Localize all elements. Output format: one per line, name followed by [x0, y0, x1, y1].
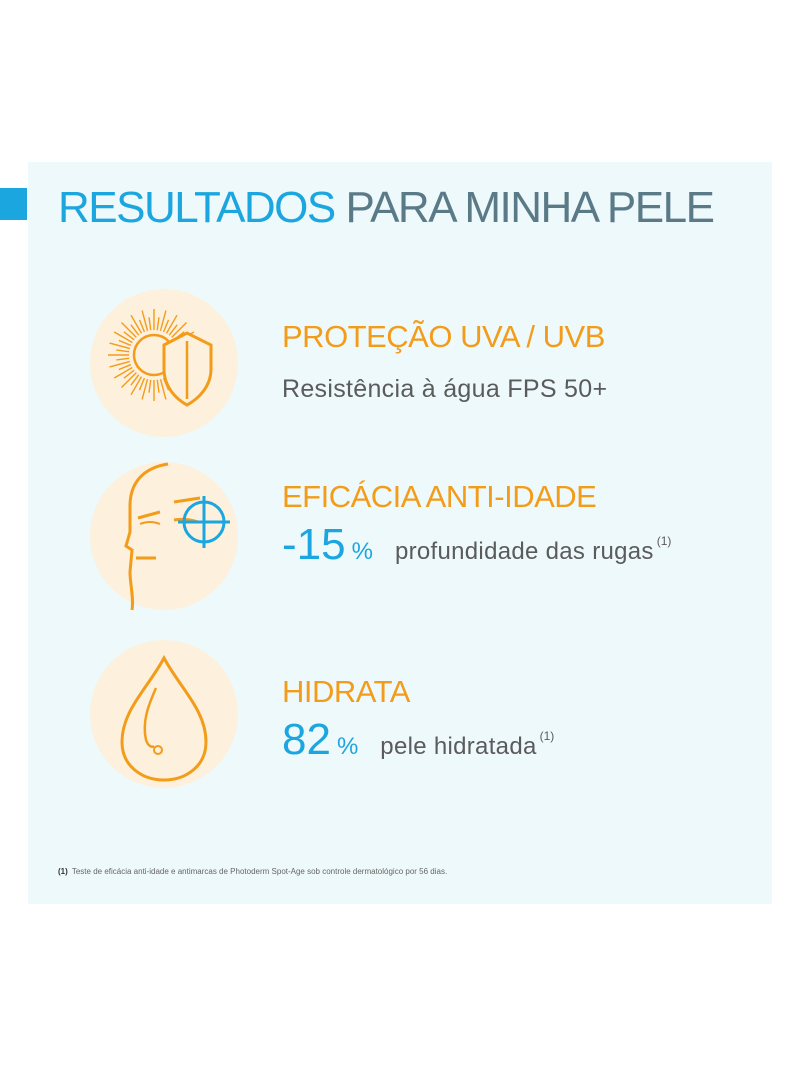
footnote-marker: (1) [58, 867, 68, 876]
sun-ray [118, 339, 132, 347]
stat-percent: % [336, 733, 359, 760]
sun-ray [168, 324, 178, 336]
stat-description: pele hidratada [380, 733, 537, 760]
sun-ray [116, 349, 130, 353]
sun-ray [148, 379, 152, 393]
sun-ray [130, 324, 140, 336]
sun-ray [130, 314, 143, 334]
sun-ray [138, 319, 146, 333]
face-target-icon [124, 462, 230, 611]
footnote-text: Teste de eficácia anti-idade e antimarca… [71, 867, 448, 876]
benefit-heading: EFICÁCIA ANTI-IDADE [282, 479, 597, 514]
stat-value: 82 [282, 715, 331, 764]
sun-ray [130, 374, 140, 386]
benefit-stat: 82% pele hidratada (1) [282, 718, 554, 762]
sun-ray [148, 317, 152, 331]
water-drop-icon [120, 654, 208, 782]
stat-description: profundidade das rugas [394, 538, 654, 565]
sun-ray [120, 372, 137, 389]
sun-ray [130, 376, 143, 396]
sun-ray [159, 378, 167, 400]
stat-note: (1) [656, 534, 672, 548]
sun-ray [165, 314, 178, 334]
benefit-icon-circle [90, 640, 238, 788]
stat-note: (1) [539, 729, 555, 743]
stat-percent: % [351, 538, 373, 565]
page-title: RESULTADOS PARA MINHA PELE [58, 183, 715, 232]
sun-ray [156, 379, 160, 393]
sun-ray [109, 360, 131, 368]
sun-ray [113, 366, 133, 379]
sun-ray [120, 321, 137, 338]
sun-ray [141, 378, 149, 400]
benefit-icon-circle [90, 289, 238, 437]
benefit-icon-circle [90, 462, 238, 611]
footnote: (1) Teste de eficácia anti-idade e antim… [58, 867, 447, 876]
sun-ray [138, 377, 146, 391]
sun-ray [118, 363, 132, 371]
benefit-heading: HIDRATA [282, 674, 410, 709]
sun-ray [123, 369, 135, 379]
accent-bar [0, 188, 27, 220]
benefit-heading: PROTEÇÃO UVA / UVB [282, 319, 605, 354]
benefit-stat: -15% profundidade das rugas (1) [282, 523, 671, 567]
sun-ray [162, 319, 170, 333]
sun-ray [109, 342, 131, 350]
sun-ray [123, 331, 135, 341]
sun-ray [116, 357, 130, 361]
title-rest: PARA MINHA PELE [345, 183, 715, 232]
benefit-subtitle: Resistência à água FPS 50+ [282, 375, 608, 403]
title-highlight: RESULTADOS [58, 183, 336, 232]
sun-ray [113, 331, 133, 344]
sun-ray [141, 310, 149, 332]
sun-ray [171, 321, 188, 338]
sun-ray [156, 317, 160, 331]
sun-shield-icon [108, 309, 213, 407]
sun-ray [159, 310, 167, 332]
stat-value: -15 [282, 520, 346, 569]
